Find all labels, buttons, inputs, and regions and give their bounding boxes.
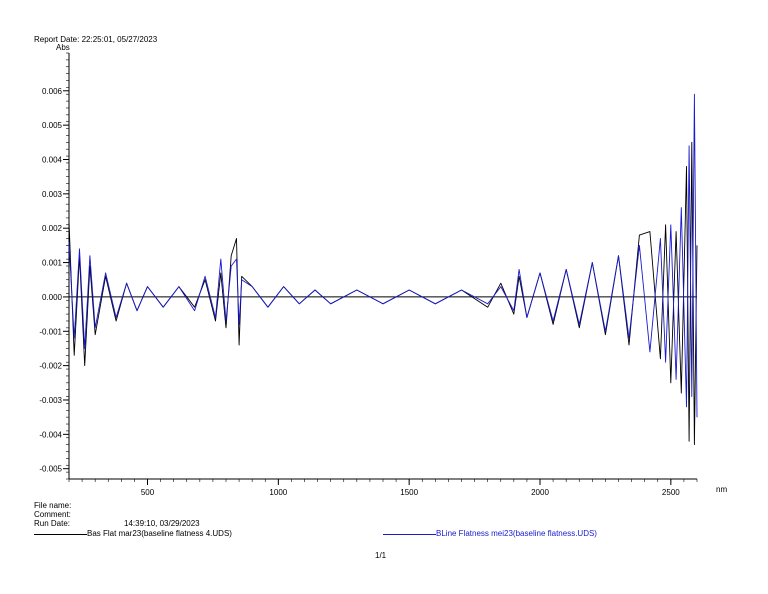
y-tick-label: -0.005 xyxy=(39,465,62,474)
chart-axes xyxy=(68,53,697,480)
x-tick-label: 2000 xyxy=(531,488,549,497)
x-tick-label: 1000 xyxy=(269,488,287,497)
page-number: 1/1 xyxy=(375,551,387,560)
y-tick-label: -0.004 xyxy=(39,430,62,439)
report-date: Report Date: 22:25:01, 05/27/2023 xyxy=(34,35,158,44)
x-axis-label: nm xyxy=(716,485,728,494)
y-tick-label: 0.002 xyxy=(42,224,63,233)
series-line-1 xyxy=(68,141,698,446)
y-tick-label: -0.001 xyxy=(39,327,62,336)
legend-line-series-1 xyxy=(34,534,87,535)
legend-label-series-2: BLine Flatness mei23(baseline flatness.U… xyxy=(436,529,597,538)
y-axis-label: Abs xyxy=(56,43,70,52)
y-tick-label: -0.002 xyxy=(39,362,62,371)
y-tick-label: 0.005 xyxy=(42,121,63,130)
chart-series-layer xyxy=(68,93,698,446)
legend-line-series-2 xyxy=(383,534,436,535)
run-date-label: Run Date: xyxy=(34,519,71,528)
y-tick-label: 0.004 xyxy=(42,156,63,165)
series-line-2 xyxy=(68,93,698,418)
y-tick-label: 0.000 xyxy=(42,293,63,302)
y-tick-label: 0.001 xyxy=(42,259,63,268)
y-tick-label: 0.006 xyxy=(42,87,63,96)
x-tick-label: 500 xyxy=(141,488,155,497)
run-date-value: 14:39:10, 03/29/2023 xyxy=(124,519,200,528)
y-tick-label: -0.003 xyxy=(39,396,62,405)
file-name-label: File name: xyxy=(34,501,72,510)
x-tick-label: 2500 xyxy=(662,488,680,497)
x-tick-label: 1500 xyxy=(400,488,418,497)
comment-label: Comment: xyxy=(34,510,71,519)
y-tick-label: 0.003 xyxy=(42,190,63,199)
chart-ticks: -0.005 -0.004 -0.003 -0.002 -0.001 0.000 0.001… xyxy=(39,52,698,497)
legend-label-series-1: Bas Flat mar23(baseline flatness 4.UDS) xyxy=(87,529,232,538)
